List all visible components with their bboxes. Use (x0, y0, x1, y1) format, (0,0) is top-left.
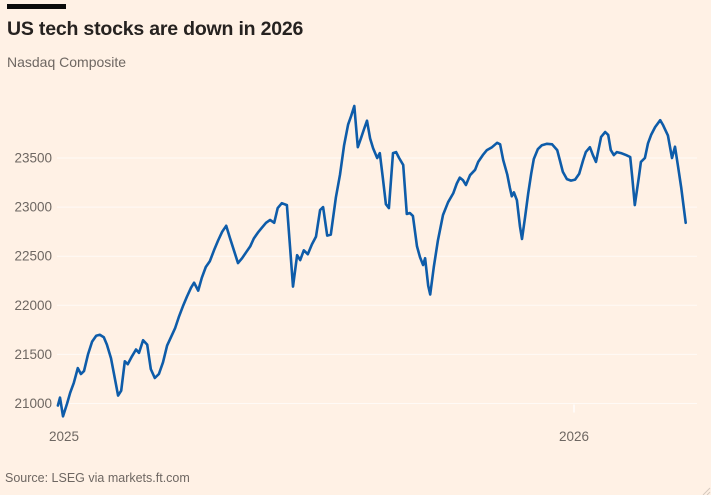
source-caption: Source: LSEG via markets.ft.com (5, 471, 190, 485)
y-tick-label: 23500 (14, 151, 52, 166)
y-tick-label: 21500 (14, 347, 52, 362)
price-line (56, 104, 688, 418)
x-tick-label: 2025 (49, 429, 79, 444)
y-tick-label: 23000 (14, 200, 52, 215)
kicker-bar (7, 4, 66, 9)
chart-title: US tech stocks are down in 2026 (7, 18, 304, 40)
resize-grip-icon[interactable] (699, 483, 711, 495)
chart-subtitle: Nasdaq Composite (7, 54, 127, 70)
y-tick-label: 22500 (14, 249, 52, 264)
y-tick-label: 22000 (14, 298, 52, 313)
x-tick-label: 2026 (559, 429, 589, 444)
y-tick-label: 21000 (14, 396, 52, 411)
